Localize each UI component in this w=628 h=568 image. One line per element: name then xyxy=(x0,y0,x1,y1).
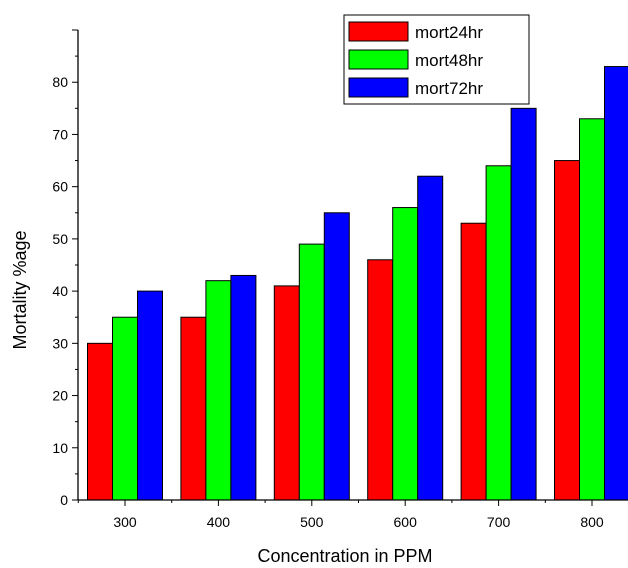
legend-swatch-mort48hr xyxy=(348,49,409,70)
bar-mort48hr-800 xyxy=(579,118,605,501)
bar-mort24hr-800 xyxy=(554,160,580,501)
bar-mort72hr-400 xyxy=(230,274,257,501)
bar-mort24hr-600 xyxy=(367,259,394,501)
bar-mort72hr-500 xyxy=(323,212,350,501)
y-tick-label: 40 xyxy=(52,283,68,299)
bar-mort72hr-700 xyxy=(510,107,537,501)
legend-swatch-mort72hr xyxy=(348,77,409,98)
y-tick-label: 0 xyxy=(60,492,68,508)
bar-mort72hr-600 xyxy=(417,175,444,501)
x-tick-label-700: 700 xyxy=(487,514,511,530)
y-tick-label: 50 xyxy=(52,231,68,247)
bar-mort48hr-700 xyxy=(485,165,512,501)
bar-mort48hr-400 xyxy=(205,280,232,501)
x-tick-label-800: 800 xyxy=(580,514,604,530)
bar-mort72hr-800 xyxy=(604,66,628,501)
bar-mort24hr-400 xyxy=(180,316,207,501)
y-ticks-group: 0 10 20 30 40 50 60 70 80 xyxy=(52,29,78,508)
y-axis-title: Mortality %age xyxy=(10,230,30,349)
legend: mort24hr mort48hr mort72hr xyxy=(343,14,530,105)
bar-mort48hr-500 xyxy=(298,243,325,501)
legend-swatch-mort24hr xyxy=(348,21,409,42)
bars-group xyxy=(87,66,628,501)
y-tick-label: 10 xyxy=(52,440,68,456)
y-tick-label: 70 xyxy=(52,126,68,142)
x-tick-label-500: 500 xyxy=(300,514,324,530)
y-tick-label: 80 xyxy=(52,74,68,90)
bar-mort24hr-300 xyxy=(87,342,113,501)
y-tick-label: 60 xyxy=(52,179,68,195)
legend-label-mort72hr: mort72hr xyxy=(415,79,483,98)
x-tick-label-300: 300 xyxy=(113,514,137,530)
bar-mort48hr-600 xyxy=(392,207,419,501)
x-axis-title: Concentration in PPM xyxy=(257,546,432,566)
legend-label-mort48hr: mort48hr xyxy=(415,51,483,70)
bar-mort24hr-700 xyxy=(460,222,487,501)
bar-mort24hr-500 xyxy=(273,285,300,501)
x-tick-label-400: 400 xyxy=(207,514,231,530)
y-tick-label: 30 xyxy=(52,335,68,351)
y-tick-label: 20 xyxy=(52,388,68,404)
bar-mort72hr-300 xyxy=(137,290,163,501)
legend-label-mort24hr: mort24hr xyxy=(415,23,483,42)
x-ticks-group: 300 400 500 600 700 800 xyxy=(77,500,604,530)
x-tick-label-600: 600 xyxy=(394,514,418,530)
bar-mort48hr-300 xyxy=(112,316,138,501)
